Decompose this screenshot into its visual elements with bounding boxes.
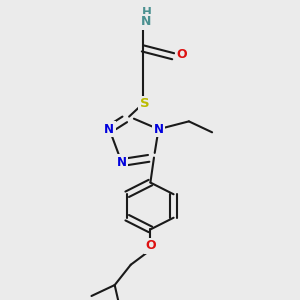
Text: O: O <box>146 239 156 253</box>
Text: N: N <box>154 123 164 136</box>
Text: N: N <box>117 156 127 169</box>
Text: H: H <box>142 6 152 19</box>
Text: O: O <box>177 48 188 61</box>
Text: N: N <box>104 123 114 136</box>
Text: N: N <box>141 15 152 28</box>
Text: S: S <box>140 97 149 110</box>
